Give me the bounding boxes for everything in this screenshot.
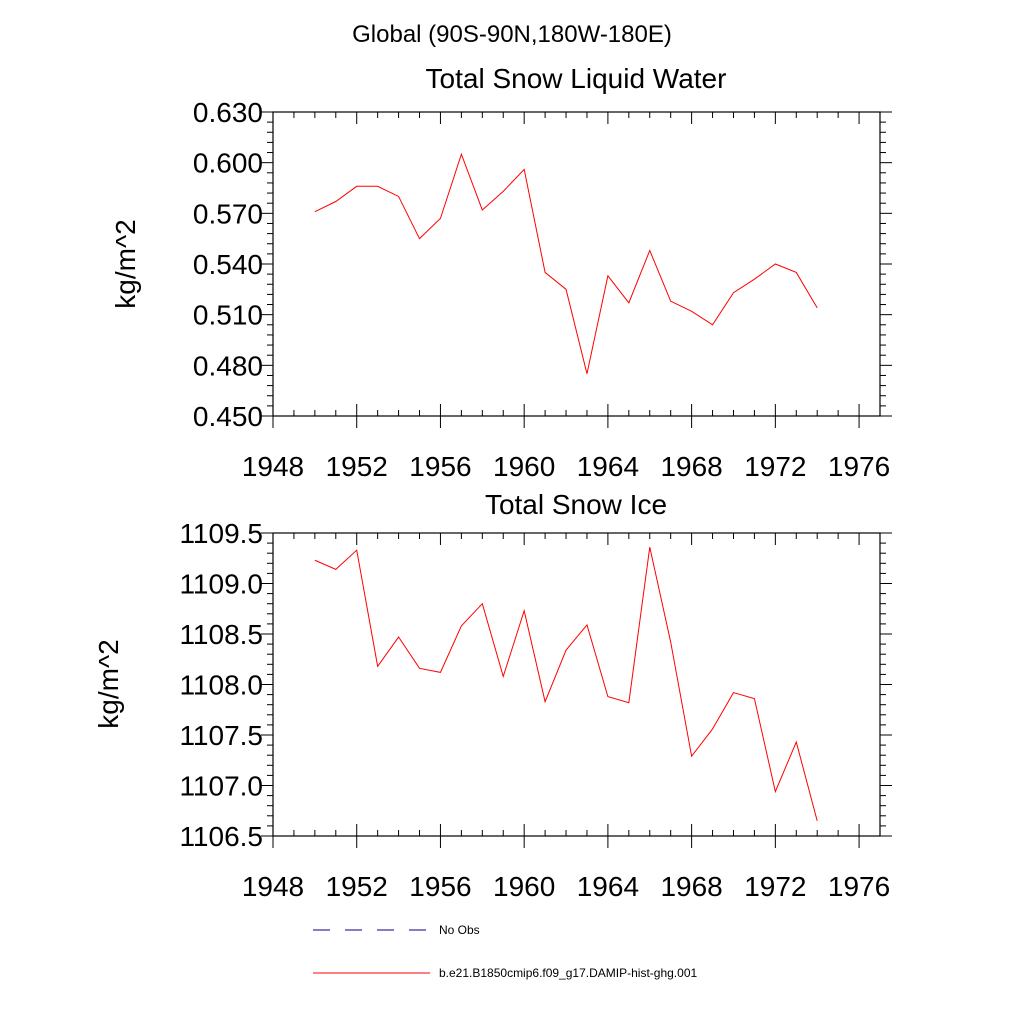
panel-snow-liquid-water: Total Snow Liquid Water kg/m^2 1948 1952 1… (110, 63, 892, 482)
x-tick-label: 1948 (242, 451, 304, 482)
y-tick-label: 0.510 (193, 300, 263, 331)
figure-title: Global (90S-90N,180W-180E) (352, 21, 672, 48)
x-tick-label: 1960 (493, 451, 555, 482)
x-tick-label: 1948 (242, 871, 304, 902)
x-tick-label: 1956 (409, 451, 471, 482)
y-tick-label: 1109.0 (179, 569, 263, 600)
y-tick-label: 0.570 (193, 198, 263, 229)
y-tick-label: 1107.0 (179, 771, 263, 802)
x-tick-label: 1968 (660, 451, 722, 482)
y-axis-label: kg/m^2 (110, 219, 141, 308)
y-tick-label: 0.450 (193, 401, 263, 432)
y-tick-label: 1107.5 (179, 720, 263, 751)
x-tick-label: 1972 (744, 871, 806, 902)
y-tick-label: 1108.5 (179, 619, 263, 650)
plot-frame (272, 532, 881, 837)
x-tick-label: 1972 (744, 451, 806, 482)
y-axis-label: kg/m^2 (93, 639, 124, 728)
panel-title: Total Snow Liquid Water (426, 63, 727, 94)
y-tick-label: 1108.0 (179, 670, 263, 701)
y-tick-label: 0.600 (193, 148, 263, 179)
x-tick-label: 1964 (577, 451, 639, 482)
legend-label-no-obs: No Obs (439, 923, 480, 937)
panel-title: Total Snow Ice (485, 489, 667, 520)
x-tick-label: 1964 (577, 871, 639, 902)
x-tick-label: 1956 (409, 871, 471, 902)
x-tick-label: 1976 (828, 451, 890, 482)
series-line (314, 547, 818, 821)
y-tick-label: 0.480 (193, 350, 263, 381)
plot-frame (272, 111, 881, 417)
x-tick-label: 1952 (326, 871, 388, 902)
legend-label-model: b.e21.B1850cmip6.f09_g17.DAMIP-hist-ghg.… (439, 966, 697, 980)
legend: No Obs b.e21.B1850cmip6.f09_g17.DAMIP-hi… (313, 923, 697, 980)
x-tick-label: 1952 (326, 451, 388, 482)
y-tick-label: 0.540 (193, 249, 263, 280)
x-tick-label: 1960 (493, 871, 555, 902)
series-line (314, 152, 818, 374)
x-tick-label: 1976 (828, 871, 890, 902)
panel-snow-ice: Total Snow Ice kg/m^2 1948 1952 1956 1960 19… (93, 489, 892, 902)
x-tick-label: 1968 (660, 871, 722, 902)
y-tick-label: 1106.5 (179, 821, 263, 852)
y-tick-label: 1109.5 (179, 518, 263, 549)
y-tick-label: 0.630 (193, 97, 263, 128)
